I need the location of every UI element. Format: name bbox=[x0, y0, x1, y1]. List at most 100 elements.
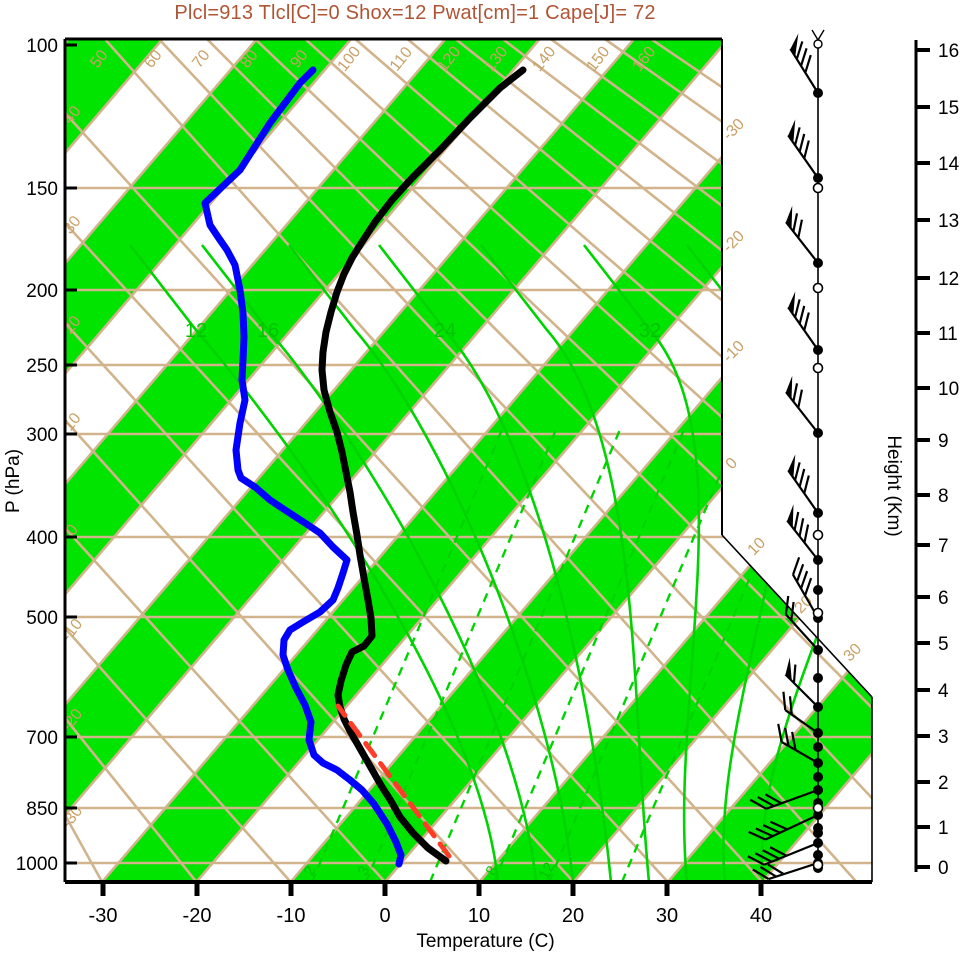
parcel-curve bbox=[335, 703, 452, 859]
station-dot bbox=[813, 88, 823, 98]
green-band bbox=[290, 39, 872, 882]
wind-barb bbox=[785, 375, 819, 434]
wind-barb-shaft bbox=[787, 306, 819, 351]
wind-barb bbox=[777, 723, 819, 764]
height-tick-label: 3 bbox=[938, 727, 949, 748]
wind-barb bbox=[747, 841, 819, 866]
height-tick-label: 6 bbox=[938, 588, 949, 609]
pressure-tick-label: 150 bbox=[26, 179, 58, 200]
height-tick-label: 14 bbox=[938, 154, 960, 175]
wind-barb-shaft bbox=[789, 48, 819, 94]
wind-barb-feather bbox=[792, 213, 799, 232]
temperature-tick-label: 30 bbox=[656, 905, 678, 927]
dry-adiabat-line bbox=[65, 322, 575, 882]
wind-barb-feather bbox=[752, 868, 770, 881]
height-tick-label: 4 bbox=[938, 681, 949, 702]
wind-barb-pennant bbox=[788, 291, 796, 315]
staff-top-prong bbox=[817, 29, 825, 41]
plot-area bbox=[65, 39, 872, 882]
wind-barb bbox=[782, 691, 819, 734]
height-tick-label: 16 bbox=[938, 41, 959, 62]
height-tick-label: 10 bbox=[938, 379, 959, 400]
wind-barb-feather bbox=[799, 570, 809, 589]
height-tick-label: 0 bbox=[938, 858, 949, 879]
wind-barb-feather bbox=[798, 518, 805, 537]
station-dot bbox=[813, 258, 823, 268]
wind-barb-feather bbox=[798, 305, 806, 325]
isotherm-line bbox=[65, 39, 260, 882]
temperature-tick-label: -20 bbox=[183, 905, 212, 927]
wind-barb-shaft bbox=[787, 469, 819, 514]
wind-barb-feather bbox=[769, 820, 788, 831]
wind-barb-feather bbox=[804, 54, 812, 73]
station-dot bbox=[813, 728, 823, 738]
height-tick-label: 5 bbox=[938, 634, 949, 655]
wind-barb-shaft bbox=[787, 134, 819, 179]
dry-adiabat-line bbox=[499, 39, 872, 882]
height-tick-label: 15 bbox=[938, 98, 959, 119]
wind-barb-pennant bbox=[788, 454, 796, 478]
wind-barb-pennant bbox=[787, 504, 794, 528]
wind-barb-feather bbox=[788, 696, 793, 715]
dry-adiabat-label: 70 bbox=[189, 47, 213, 72]
green-band bbox=[65, 39, 353, 882]
dry-adiabat-line bbox=[204, 39, 872, 882]
wind-barb-feather bbox=[757, 796, 775, 808]
wind-barb-feather bbox=[747, 855, 765, 866]
mixing-ratio-line bbox=[492, 429, 685, 882]
wind-barb-pennant bbox=[785, 657, 792, 681]
station-dot bbox=[813, 758, 823, 768]
isotherm-label: 0 bbox=[723, 455, 741, 473]
temperature-tick-label: 20 bbox=[562, 905, 584, 927]
wind-barb-feather bbox=[797, 219, 804, 239]
wind-barb-pennant bbox=[785, 205, 793, 230]
temperature-tick-label: 0 bbox=[379, 905, 390, 927]
wind-barb-feather bbox=[755, 827, 774, 838]
x-axis-title: Temperature (C) bbox=[416, 931, 555, 952]
moist-adiabat-curve bbox=[287, 244, 575, 882]
height-tick-label: 9 bbox=[938, 431, 949, 452]
isotherm-line bbox=[65, 39, 732, 882]
wind-barb bbox=[752, 861, 819, 881]
moist-adiabat-label: 32 bbox=[639, 320, 661, 342]
height-tick-label: 12 bbox=[938, 269, 959, 290]
isotherm-line bbox=[65, 39, 543, 882]
wind-barb-feather bbox=[803, 140, 810, 159]
green-band bbox=[102, 39, 872, 882]
dry-adiabat-line bbox=[65, 112, 764, 882]
wind-barb-feather bbox=[795, 563, 805, 582]
temperature-tick-label: -10 bbox=[277, 905, 306, 927]
plot-border bbox=[721, 534, 873, 698]
isotherm-label: -20 bbox=[720, 228, 748, 256]
height-tick-label: 11 bbox=[938, 324, 958, 345]
wind-barb-feather bbox=[795, 41, 804, 60]
dry-adiabat-line bbox=[65, 627, 292, 882]
station-open-circle bbox=[812, 282, 824, 294]
wind-barb-pennant bbox=[790, 33, 799, 57]
mixing-ratio-line bbox=[428, 429, 621, 882]
wind-barb-feather bbox=[791, 731, 797, 751]
height-tick-label: 1 bbox=[938, 818, 949, 839]
wind-barb-feather bbox=[793, 127, 801, 146]
dry-adiabat-line bbox=[65, 222, 669, 882]
wind-barb-feather bbox=[803, 577, 813, 596]
dry-adiabat-line bbox=[404, 39, 872, 882]
pressure-tick-label: 850 bbox=[26, 799, 58, 820]
wind-barb-feather bbox=[792, 383, 799, 402]
wind-barb-feather bbox=[798, 133, 806, 153]
dry-adiabat-line bbox=[452, 39, 872, 882]
wind-barb bbox=[784, 595, 819, 651]
isotherm-label: 30 bbox=[841, 640, 866, 665]
station-dot bbox=[813, 850, 823, 860]
height-tick-label: 7 bbox=[938, 536, 949, 557]
wind-barb-feather bbox=[762, 849, 780, 860]
temperature-tick-label: -30 bbox=[89, 905, 118, 927]
pressure-tick-label: 200 bbox=[26, 281, 58, 302]
isotherm-line bbox=[65, 39, 449, 882]
wind-barb-feather bbox=[784, 727, 790, 747]
pressure-tick-label: 400 bbox=[26, 528, 58, 549]
station-dot bbox=[813, 785, 823, 795]
temperature-tick-label: 10 bbox=[468, 905, 490, 927]
